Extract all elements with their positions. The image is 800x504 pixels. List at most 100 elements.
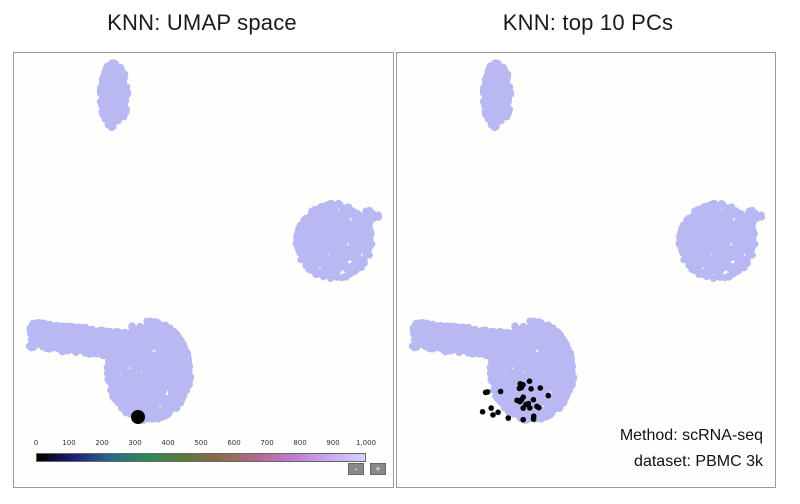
cell-point (496, 107, 504, 115)
legend-tick: 500 (194, 439, 208, 447)
cell-point (144, 328, 152, 336)
right-panel-title: KNN: top 10 PCs (502, 10, 674, 35)
cell-point (129, 390, 137, 398)
cell-point (98, 107, 106, 116)
cell-point (122, 107, 130, 115)
legend-tick: 200 (95, 439, 109, 447)
cell-point (160, 375, 168, 384)
cell-point (155, 331, 163, 339)
legend-tick: 400 (161, 439, 175, 447)
cell-point (713, 237, 721, 245)
cell-point (337, 230, 345, 238)
cell-point (717, 267, 725, 275)
cell-point (178, 385, 186, 393)
cell-point (489, 71, 497, 79)
cell-point (141, 341, 150, 349)
cell-point (64, 341, 72, 350)
legend-gradient (36, 453, 366, 462)
cell-point (160, 366, 168, 374)
cell-point (153, 408, 161, 416)
cell-point (120, 379, 128, 387)
cell-point (315, 231, 323, 239)
legend-tick: 700 (260, 439, 274, 447)
cell-point (705, 238, 713, 246)
cell-point (114, 87, 122, 95)
color-legend: 0 100 200 300 400 500 600 700 800 900 1,000 (34, 439, 376, 469)
cell-point (490, 80, 499, 88)
cell-point (745, 210, 753, 218)
zoom-out-button[interactable]: - (348, 463, 364, 475)
cell-point (113, 107, 121, 115)
cell-point (171, 404, 179, 412)
cell-point (317, 269, 325, 277)
umap-plot-left[interactable]: 0 100 200 300 400 500 600 700 800 900 1,000 - + (13, 52, 394, 488)
legend-tick: 600 (227, 439, 241, 447)
cell-point (150, 342, 158, 350)
umap-plot-right[interactable]: Method: scRNA-seq dataset: PBMC 3k (396, 52, 776, 488)
cell-point (119, 76, 127, 84)
cell-point (122, 333, 130, 341)
cell-point (117, 351, 125, 359)
cell-point (358, 246, 366, 254)
cell-point (413, 342, 421, 350)
cell-point (98, 329, 106, 337)
cell-point (141, 393, 149, 401)
cell-point (725, 234, 734, 242)
cell-point (183, 359, 191, 367)
cell-point (487, 62, 495, 70)
cell-point (690, 266, 698, 274)
cluster-2 (292, 199, 382, 282)
cell-point (729, 270, 737, 278)
cell-point (315, 253, 323, 261)
legend-tick: 900 (326, 439, 340, 447)
cell-point (701, 245, 709, 254)
cell-point (714, 272, 722, 281)
umap-scatter-right (408, 59, 765, 424)
cell-point (722, 207, 730, 215)
cell-point (545, 383, 553, 391)
cell-point (160, 326, 168, 334)
legend-tick: 800 (293, 439, 307, 447)
cell-point (117, 384, 125, 393)
cell-point (728, 203, 736, 211)
cell-point (331, 272, 339, 281)
left-panel-title: KNN: UMAP space (107, 10, 297, 35)
cell-point (122, 396, 130, 404)
legend-ticks: 0 100 200 300 400 500 600 700 800 900 1,000 (34, 439, 376, 451)
cell-point (331, 244, 339, 252)
cell-point (681, 243, 689, 251)
cluster-1 (96, 59, 132, 132)
cell-point (693, 217, 701, 225)
legend-tick: 100 (62, 439, 76, 447)
cell-point (119, 101, 127, 109)
cell-point (178, 344, 186, 352)
cell-point (156, 321, 164, 329)
cell-point (151, 352, 159, 360)
cell-point (332, 217, 340, 225)
cell-point (741, 246, 749, 254)
cell-point (176, 356, 184, 364)
cell-point (366, 236, 374, 244)
cell-point (128, 376, 137, 384)
cell-point (481, 102, 489, 110)
cell-point (63, 328, 71, 336)
cell-point (135, 387, 143, 395)
cell-point (699, 205, 707, 213)
cell-point (718, 200, 727, 208)
cell-point (143, 381, 151, 389)
cell-point (680, 235, 688, 243)
cell-point (347, 248, 355, 256)
zoom-in-button[interactable]: + (370, 463, 386, 475)
cell-point (170, 375, 178, 383)
cell-point (349, 254, 357, 262)
cell-point (683, 254, 692, 262)
cell-point (44, 337, 52, 345)
cell-point (706, 210, 714, 218)
cell-point (302, 261, 310, 269)
cell-point (323, 257, 331, 265)
cell-point (334, 267, 342, 275)
cell-point (685, 261, 693, 269)
cell-point (99, 350, 107, 358)
cell-point (692, 244, 700, 253)
cell-point (159, 341, 167, 349)
